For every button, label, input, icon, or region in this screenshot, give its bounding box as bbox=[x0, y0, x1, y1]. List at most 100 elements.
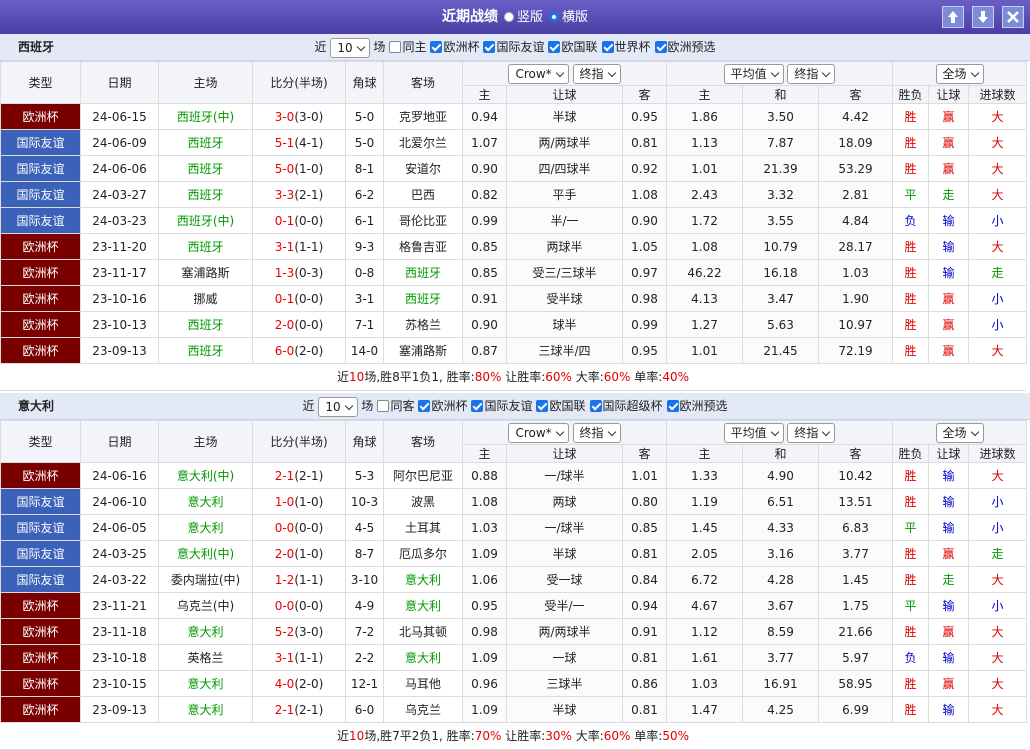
checkbox-label[interactable]: 国际友谊 bbox=[484, 399, 533, 413]
avg-home: 1.47 bbox=[666, 696, 743, 723]
section-bar: 近 10 场 同客 欧洲杯 国际友谊 欧国联 国际超级杯 欧洲预选 意大利 bbox=[0, 393, 1030, 420]
checkbox-label[interactable]: 欧国联 bbox=[549, 399, 586, 413]
sub-header: 进球数 bbox=[968, 85, 1028, 104]
avg-away: 58.95 bbox=[817, 670, 894, 697]
checkbox-label[interactable]: 国际友谊 bbox=[496, 40, 545, 54]
match-type: 国际友谊 bbox=[0, 488, 81, 515]
summary-part: 50% bbox=[662, 729, 689, 743]
down-button[interactable] bbox=[972, 6, 994, 28]
goals-result: 大 bbox=[968, 103, 1028, 130]
checkbox-label[interactable]: 同客 bbox=[390, 399, 415, 413]
odds-select[interactable]: 全场 bbox=[935, 422, 984, 443]
half-score: (0-0) bbox=[294, 213, 324, 228]
handicap-result: 赢 bbox=[928, 540, 970, 567]
result: 胜 bbox=[892, 129, 930, 156]
checkbox-label[interactable]: 同主 bbox=[402, 40, 427, 54]
checkbox[interactable] bbox=[548, 41, 561, 53]
checkbox[interactable] bbox=[471, 400, 484, 412]
handicap-result: 赢 bbox=[928, 337, 970, 364]
checkbox-label[interactable]: 欧洲预选 bbox=[667, 40, 716, 54]
avg-draw: 8.59 bbox=[742, 618, 819, 645]
home-team: 西班牙 bbox=[158, 181, 253, 208]
checkbox[interactable] bbox=[483, 41, 496, 53]
score: 0-0(0-0) bbox=[252, 592, 346, 619]
handicap: 受半/一 bbox=[506, 592, 623, 619]
match-type: 国际友谊 bbox=[0, 129, 81, 156]
corners: 4-5 bbox=[345, 514, 384, 541]
match-type: 国际友谊 bbox=[0, 181, 81, 208]
summary-part: 让胜率: bbox=[501, 370, 546, 384]
summary-part: 60% bbox=[545, 370, 572, 384]
home-team: 挪威 bbox=[158, 285, 253, 312]
home-team: 西班牙 bbox=[158, 337, 253, 364]
sub-header: 进球数 bbox=[968, 444, 1028, 463]
close-button[interactable] bbox=[1002, 6, 1024, 28]
summary-part: 80% bbox=[474, 370, 502, 384]
avg-away: 1.75 bbox=[817, 592, 894, 619]
radio-button[interactable] bbox=[549, 12, 559, 22]
full-score: 5-1 bbox=[274, 135, 295, 150]
odds-select[interactable]: 终指 bbox=[787, 422, 836, 443]
full-score: 2-0 bbox=[274, 546, 295, 561]
odds-select[interactable]: Crow* bbox=[508, 422, 569, 443]
handicap: 半球 bbox=[506, 540, 623, 567]
result: 胜 bbox=[892, 311, 930, 338]
summary: 近10场,胜8平1负1, 胜率:80% 让胜率:60% 大率:60% 单率:40… bbox=[0, 364, 1026, 391]
odds-select[interactable]: Crow* bbox=[508, 63, 569, 84]
match-date: 23-11-17 bbox=[80, 259, 159, 286]
checkbox[interactable] bbox=[589, 400, 602, 412]
away-odds: 0.91 bbox=[622, 618, 667, 645]
count-select[interactable]: 10 bbox=[330, 37, 370, 58]
odds-select[interactable]: 终指 bbox=[572, 422, 621, 443]
checkbox[interactable] bbox=[601, 41, 614, 53]
checkbox[interactable] bbox=[389, 41, 402, 53]
match-date: 24-03-27 bbox=[80, 181, 159, 208]
full-score: 3-3 bbox=[274, 187, 295, 202]
score: 3-0(3-0) bbox=[252, 103, 346, 130]
home-odds: 0.99 bbox=[462, 207, 507, 234]
up-button[interactable] bbox=[942, 6, 964, 28]
full-score: 3-0 bbox=[274, 109, 295, 124]
corners: 2-2 bbox=[345, 644, 384, 671]
handicap: 受一球 bbox=[506, 566, 623, 593]
checkbox[interactable] bbox=[666, 400, 679, 412]
radio-label[interactable]: 竖版 bbox=[516, 10, 543, 25]
checkbox-label[interactable]: 世界杯 bbox=[614, 40, 651, 54]
checkbox[interactable] bbox=[654, 41, 667, 53]
odds-select[interactable]: 终指 bbox=[572, 63, 621, 84]
sub-header: 客 bbox=[817, 444, 894, 463]
sub-header: 客 bbox=[622, 85, 667, 104]
checkbox-label[interactable]: 欧国联 bbox=[561, 40, 598, 54]
count-select[interactable]: 10 bbox=[318, 396, 358, 417]
home-odds: 0.85 bbox=[462, 259, 507, 286]
odds-select[interactable]: 全场 bbox=[935, 63, 984, 84]
radio-button[interactable] bbox=[503, 12, 514, 22]
checkbox[interactable] bbox=[418, 400, 431, 412]
checkbox[interactable] bbox=[377, 400, 390, 412]
corners: 5-0 bbox=[345, 103, 384, 130]
checkbox-label[interactable]: 欧洲杯 bbox=[443, 40, 480, 54]
avg-away: 10.97 bbox=[817, 311, 894, 338]
home-team: 西班牙 bbox=[158, 233, 253, 260]
match-type: 欧洲杯 bbox=[0, 644, 81, 671]
away-team: 苏格兰 bbox=[383, 311, 463, 338]
odds-select[interactable]: 平均值 bbox=[723, 422, 784, 443]
checkbox-label[interactable]: 欧洲杯 bbox=[431, 399, 468, 413]
checkbox[interactable] bbox=[430, 41, 443, 53]
half-score: (3-0) bbox=[294, 109, 324, 124]
home-odds: 0.88 bbox=[462, 462, 507, 489]
checkbox[interactable] bbox=[536, 400, 549, 412]
handicap-result: 输 bbox=[928, 592, 970, 619]
handicap-result: 输 bbox=[928, 514, 970, 541]
match-type: 欧洲杯 bbox=[0, 311, 81, 338]
avg-draw: 21.39 bbox=[742, 155, 819, 182]
odds-select[interactable]: 终指 bbox=[787, 63, 836, 84]
odds-select[interactable]: 平均值 bbox=[723, 63, 784, 84]
checkbox-label[interactable]: 欧洲预选 bbox=[679, 399, 728, 413]
avg-away: 10.42 bbox=[817, 462, 894, 489]
checkbox-label[interactable]: 国际超级杯 bbox=[602, 399, 663, 413]
column-header: 类型 bbox=[0, 61, 81, 104]
handicap-result: 输 bbox=[928, 696, 970, 723]
radio-label[interactable]: 横版 bbox=[562, 10, 589, 25]
match-date: 23-09-13 bbox=[80, 696, 159, 723]
